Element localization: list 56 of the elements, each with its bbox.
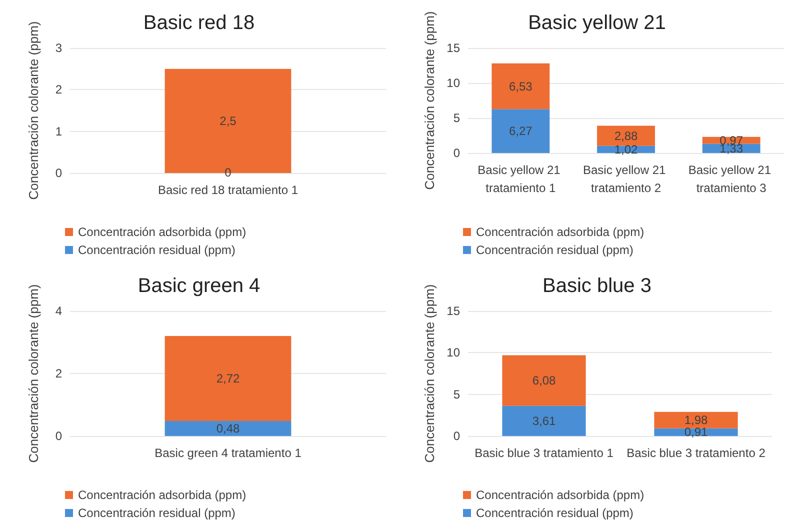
y-tick-label: 1 [55,124,62,138]
y-axis-title: Concentración colorante (ppm) [26,21,41,200]
legend-label: Concentración residual (ppm) [476,506,634,520]
bar [502,355,586,406]
x-tick-label: Basic blue 3 tratamiento 1 [474,446,614,460]
y-tick-label: 0 [453,146,460,160]
y-tick-label: 0 [55,166,62,180]
data-label: 2,88 [614,128,638,143]
y-tick-label: 5 [453,387,460,402]
bar [597,126,655,146]
legend-label: Concentración adsorbida (ppm) [476,488,644,502]
bar [502,406,586,436]
x-tick-label: Basic blue 3 tratamiento 2 [626,446,766,460]
chart-title: Basic yellow 21 [528,12,666,34]
legend-label: Concentración residual (ppm) [78,506,236,520]
y-tick-label: 15 [446,304,460,318]
chart-title: Basic red 18 [143,12,255,34]
x-tick-label: Basic yellow 21 tratamiento 1 [478,163,564,195]
x-tick-label: Basic green 4 tratamiento 1 [154,446,302,460]
y-tick-label: 10 [446,346,460,360]
legend-label: Concentración residual (ppm) [476,243,634,257]
bar [654,412,738,428]
data-label: 3,61 [532,414,556,428]
y-tick-label: 2 [55,82,62,97]
y-axis-title: Concentración colorante (ppm) [422,11,437,190]
legend-label: Concentración adsorbida (ppm) [78,488,246,502]
legend-label: Concentración adsorbida (ppm) [476,225,644,239]
data-label: 2,5 [220,114,237,128]
y-tick-label: 2 [55,366,62,380]
data-label: 6,53 [508,79,533,94]
y-axis-title: Concentración colorante (ppm) [26,284,41,463]
data-label: 2,72 [216,372,240,386]
y-tick-label: 0 [453,429,460,443]
x-tick-label: Basic yellow 21 tratamiento 3 [688,163,774,195]
data-label: 1,02 [614,142,638,156]
y-tick-label: 5 [453,111,460,125]
data-label: 0,48 [216,422,240,436]
data-label: 0,91 [684,425,708,440]
legend-label: Concentración adsorbida (ppm) [78,225,246,239]
bar [492,109,550,153]
data-label: 6,08 [532,374,556,388]
chart-title: Basic green 4 [138,275,260,297]
data-label: 0,97 [720,133,744,148]
bar [492,63,550,110]
data-label: 6,27 [508,124,533,138]
x-tick-label: Basic yellow 21 tratamiento 2 [582,163,670,195]
data-label: 1,98 [684,413,708,428]
y-tick-label: 10 [446,76,460,90]
y-tick-label: 4 [55,304,62,318]
y-tick-label: 15 [446,41,460,55]
y-axis-title: Concentración colorante (ppm) [422,284,437,463]
y-tick-label: 0 [55,429,62,443]
x-tick-label: Basic red 18 tratamiento 1 [158,183,298,197]
legend-label: Concentración residual (ppm) [78,243,236,257]
chart-title: Basic blue 3 [542,275,652,297]
y-tick-label: 3 [55,41,62,55]
